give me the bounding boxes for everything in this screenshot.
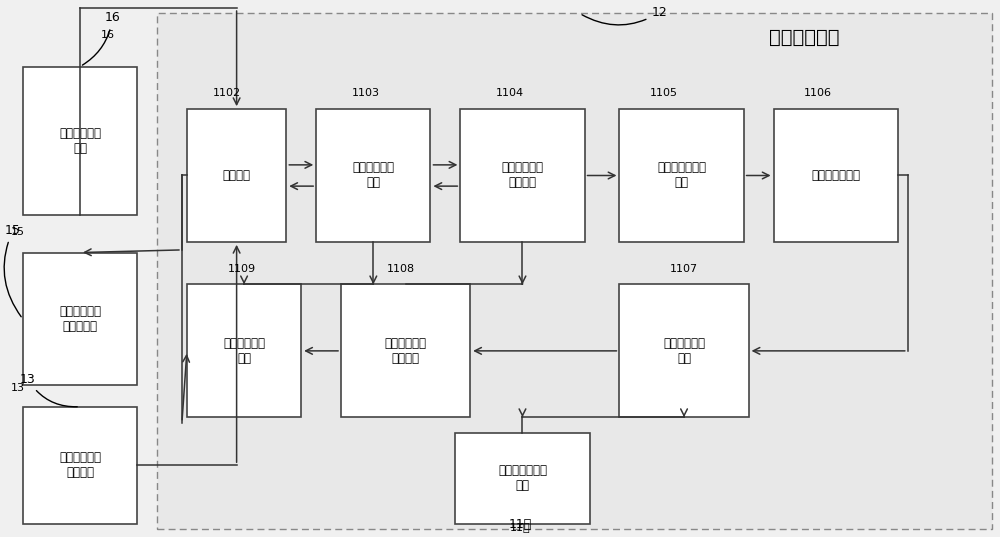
- Text: 外部环境感知
单元: 外部环境感知 单元: [59, 127, 101, 155]
- Text: 1103: 1103: [352, 89, 380, 98]
- Text: 11～: 11～: [508, 518, 532, 531]
- Text: 1105: 1105: [650, 89, 678, 98]
- Bar: [157, 13, 992, 529]
- Text: 网络化控制单元: 网络化控制单元: [811, 169, 860, 182]
- Text: 16: 16: [82, 11, 120, 65]
- Text: 反射波接收与
判断单元: 反射波接收与 判断单元: [385, 337, 427, 365]
- Bar: [455, 433, 590, 524]
- Bar: [23, 67, 137, 215]
- Bar: [619, 285, 749, 417]
- Text: 主控单元: 主控单元: [223, 169, 251, 182]
- Bar: [23, 252, 137, 386]
- Text: 1102: 1102: [213, 89, 241, 98]
- Text: 1107: 1107: [670, 264, 698, 274]
- Bar: [187, 285, 301, 417]
- Text: 脉冲信号接收
单元: 脉冲信号接收 单元: [223, 337, 265, 365]
- Bar: [774, 109, 898, 242]
- Text: 微振动无源感知
节点: 微振动无源感知 节点: [498, 465, 547, 492]
- Text: 12: 12: [582, 6, 667, 25]
- Text: 1109: 1109: [228, 264, 256, 274]
- Bar: [341, 285, 470, 417]
- Text: 11～: 11～: [510, 521, 530, 532]
- Bar: [619, 109, 744, 242]
- Text: 16: 16: [100, 30, 114, 40]
- Bar: [316, 109, 430, 242]
- Bar: [460, 109, 585, 242]
- Text: 15: 15: [11, 227, 25, 237]
- Text: 时隙控制管理
单元: 时隙控制管理 单元: [663, 337, 705, 365]
- Text: 1106: 1106: [804, 89, 832, 98]
- Text: 13: 13: [11, 383, 25, 394]
- Text: 1104: 1104: [496, 89, 524, 98]
- Text: 信息传输业务
逻辑单元: 信息传输业务 逻辑单元: [501, 162, 543, 190]
- Text: 本地化前置声
光预警节点: 本地化前置声 光预警节点: [59, 305, 101, 333]
- Text: 脉冲信号发射
单元: 脉冲信号发射 单元: [352, 162, 394, 190]
- Text: 1108: 1108: [387, 264, 415, 274]
- Text: 远程控制节点: 远程控制节点: [769, 28, 839, 47]
- Text: 15: 15: [4, 224, 21, 317]
- Text: 13: 13: [20, 373, 77, 407]
- Bar: [23, 407, 137, 524]
- Text: 传输信息编编码
单元: 传输信息编编码 单元: [657, 162, 706, 190]
- Text: 动力及网络化
传输系统: 动力及网络化 传输系统: [59, 451, 101, 479]
- Bar: [187, 109, 286, 242]
